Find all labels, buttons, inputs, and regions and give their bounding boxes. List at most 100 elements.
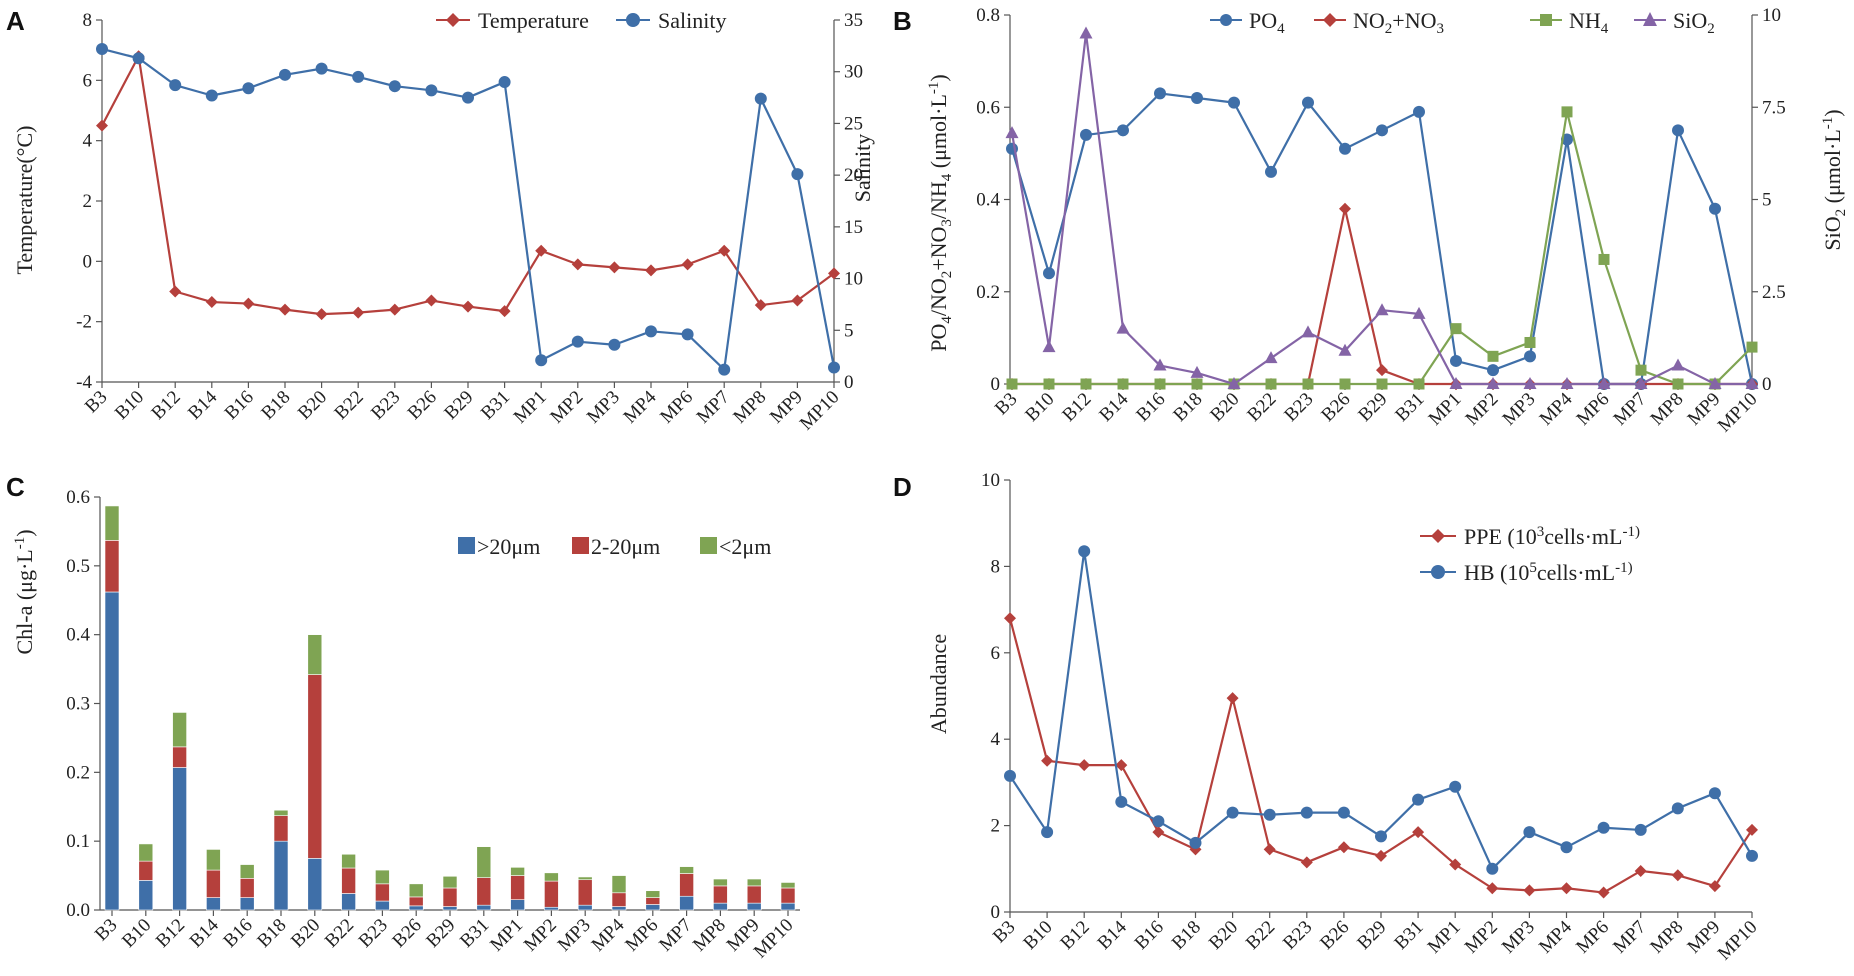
chart-c-bar-2-m-b20 (307, 634, 323, 675)
chart-a-xtick-mp4: MP4 (620, 386, 661, 427)
chart-b-xtick-mp2: MP2 (1462, 389, 1503, 430)
chart-a-xtick-mp1: MP1 (510, 387, 551, 428)
chart-d-point-ppe-10-3-cells-ml-1-mp7 (1634, 864, 1647, 877)
legend-sio2: SiO2 (1673, 8, 1715, 37)
chart-b-ytick-label: 0.8 (976, 5, 1000, 26)
chart-c-xtick-mp8: MP8 (689, 915, 730, 956)
chart-c-xtick-b14: B14 (186, 914, 224, 952)
chart-a-point-salinity-mp2 (571, 335, 584, 348)
chart-c-bar-2-20-m-mp3 (577, 879, 593, 906)
chart-d-series-ppe-10-3-cells-ml-1 (1004, 612, 1758, 899)
chart-b-xtick-mp6: MP6 (1573, 389, 1614, 430)
chart-a-legend: Temperature Salinity (436, 8, 726, 33)
chart-d-xtick-mp4: MP4 (1535, 916, 1576, 957)
chart-b-y2tick-label: 2.5 (1762, 282, 1786, 303)
chart-b-point-sio2-b31 (1412, 306, 1426, 319)
chart-b-point-po4-b31 (1413, 105, 1425, 118)
chart-c-xtick-b12: B12 (152, 915, 189, 952)
chart-c-xtick-b23: B23 (355, 915, 392, 952)
chart-c-xtick-b29: B29 (422, 915, 459, 952)
legend-ppe: PPE (103cells·mL-1) (1464, 524, 1640, 549)
chart-d-xtick-mp8: MP8 (1646, 917, 1687, 958)
chart-d-point-hb-10-5-cells-ml-1-mp8 (1671, 802, 1684, 815)
chart-d-point-ppe-10-3-cells-ml-1-b23 (1300, 856, 1313, 869)
chart-c-bar-2-m-b26 (408, 883, 424, 898)
chart-a-xtick-mp2: MP2 (546, 387, 587, 428)
chart-a-y2tick-label: 0 (844, 372, 854, 393)
chart-c-bar-2-m-b16 (239, 864, 255, 879)
chart-c-bar-2-m-mp10 (780, 882, 796, 889)
chart-a-point-temperature-b31 (498, 305, 511, 318)
chart-b-point-sio2-mp7 (1634, 377, 1648, 389)
chart-b-point-nh4-mp2 (1487, 350, 1499, 362)
chart-b-point-nh4-b10 (1043, 378, 1055, 390)
chart-b-point-nh4-b12 (1080, 378, 1092, 390)
chart-a-y2label: Salinity (850, 134, 875, 202)
chart-c-bar-20-m-b10 (138, 880, 154, 911)
chart-d-point-ppe-10-3-cells-ml-1-mp2 (1486, 882, 1499, 895)
chart-a-y2tick-label: 5 (844, 320, 854, 341)
chart-d-point-hb-10-5-cells-ml-1-mp7 (1634, 823, 1647, 836)
legend-temperature: Temperature (478, 8, 589, 33)
chart-c-xtick-mp4: MP4 (588, 914, 629, 955)
chart-a-y2tick-label: 35 (844, 10, 863, 31)
chart-a-point-temperature-mp2 (571, 258, 584, 271)
chart-c-ytick-label: 0.2 (66, 762, 90, 783)
chart-b-point-po4-b12 (1080, 128, 1092, 141)
chart-c-bar-2-m-mp4 (611, 875, 627, 894)
chart-a-series-temperature (96, 50, 840, 321)
chart-a-y2tick-label: 25 (844, 113, 863, 134)
chart-d-point-ppe-10-3-cells-ml-1-mp9 (1708, 880, 1721, 893)
chart-c-xtick-b10: B10 (118, 915, 155, 952)
chart-a-point-temperature-b20 (315, 308, 328, 321)
chart-c-bar-20-m-mp2 (544, 906, 559, 911)
legend-swatch-gt20 (458, 537, 475, 554)
chart-b-ytick-label: 0.2 (976, 282, 1000, 303)
chart-a-point-temperature-b18 (279, 303, 291, 316)
chart-d-xtick-mp7: MP7 (1609, 917, 1650, 958)
chart-a-point-salinity-b26 (425, 84, 438, 97)
chart-a-point-temperature-b23 (388, 303, 401, 316)
chart-a-point-temperature-b3 (96, 119, 108, 132)
chart-b-ytick-label: 0.4 (976, 190, 1000, 211)
chart-a-point-temperature-mp8 (754, 299, 767, 312)
chart-d-point-hb-10-5-cells-ml-1-mp4 (1560, 841, 1573, 854)
legend-nh4: NH4 (1569, 8, 1609, 37)
chart-d-xtick-b23: B23 (1279, 917, 1316, 954)
chart-b-point-nh4-b3 (1006, 378, 1018, 390)
chart-a-xtick-b23: B23 (367, 387, 404, 424)
chart-d-xtick-b16: B16 (1131, 917, 1168, 954)
chart-c-bar-2-m-b31 (476, 846, 492, 878)
chart-a-ylabel: Temperature(°C) (12, 126, 37, 275)
chart-b-point-po4-b20 (1228, 96, 1240, 109)
chart-b-xtick-mp8: MP8 (1647, 389, 1688, 430)
chart-d-point-hb-10-5-cells-ml-1-b14 (1115, 795, 1128, 808)
chart-d-xtick-b29: B29 (1353, 917, 1390, 954)
legend-marker-po4 (1220, 14, 1232, 26)
chart-c-bar-20-m-b14 (206, 897, 221, 911)
chart-b-point-sio2-mp4 (1560, 377, 1574, 389)
chart-c-bar-2-20-m-mp1 (510, 875, 525, 900)
chart-a-ytick-label: -2 (76, 312, 92, 333)
chart-d-ytick-label: 4 (991, 729, 1001, 750)
chart-d-point-ppe-10-3-cells-ml-1-b3 (1004, 612, 1016, 625)
chart-b-point-sio2-mp9 (1708, 377, 1722, 389)
chart-a-xtick-mp6: MP6 (656, 387, 697, 428)
chart-c-xtick-mp1: MP1 (486, 915, 527, 956)
chart-c-bar-2-20-m-b16 (239, 878, 255, 898)
chart-d-point-ppe-10-3-cells-ml-1-mp6 (1597, 886, 1610, 899)
chart-a-point-temperature-mp6 (681, 258, 694, 271)
chart-d-point-hb-10-5-cells-ml-1-b26 (1337, 806, 1350, 819)
panel-label-b: B (893, 6, 912, 36)
chart-d-point-ppe-10-3-cells-ml-1-mp10 (1746, 823, 1758, 836)
chart-d-ytick-label: 10 (981, 470, 1000, 491)
chart-b-ylabel-po: PO (926, 324, 951, 352)
chart-c-bar-20-m-mp7 (679, 895, 694, 911)
chart-c-ytick-label: 0.4 (66, 625, 90, 646)
chart-a-point-salinity-b16 (242, 82, 255, 95)
chart-b-xtick-mp3: MP3 (1499, 389, 1540, 430)
chart-b-ytick-label: 0 (991, 374, 1001, 395)
chart-a-point-salinity-mp9 (791, 168, 804, 181)
chart-d-point-hb-10-5-cells-ml-1-b23 (1300, 806, 1313, 819)
